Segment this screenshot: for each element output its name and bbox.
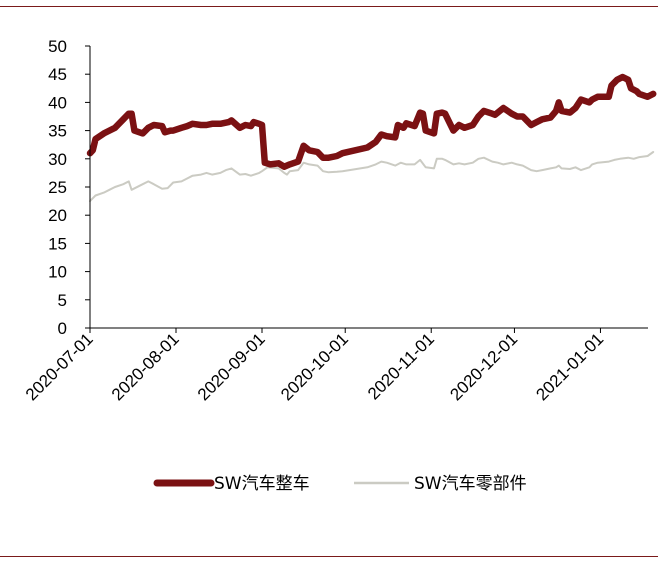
legend: SW汽车整车 SW汽车零部件 (153, 474, 527, 494)
y-axis-ticks: 0 5 10 15 20 25 30 35 40 45 50 (48, 37, 90, 338)
y-tick-label: 20 (48, 206, 67, 225)
y-tick-label: 25 (48, 178, 67, 197)
x-tick-label: 2020-12-01 (446, 329, 521, 404)
x-tick-label: 2021-01-01 (532, 329, 607, 404)
y-tick-label: 45 (48, 65, 67, 84)
y-tick-label: 10 (48, 263, 67, 282)
bottom-rule (0, 556, 658, 557)
legend-label-sw-parts: SW汽车零部件 (414, 474, 527, 494)
x-tick-label: 2020-11-01 (364, 329, 438, 403)
x-tick-label: 2020-08-01 (108, 329, 183, 404)
x-tick-label: 2020-07-01 (22, 329, 97, 404)
y-tick-label: 5 (58, 291, 67, 310)
y-tick-label: 15 (48, 234, 67, 253)
plot-lines (86, 73, 657, 203)
y-tick-label: 30 (48, 150, 67, 169)
legend-label-sw-auto: SW汽车整车 (214, 474, 310, 494)
x-tick-label: 2020-10-01 (277, 329, 352, 404)
x-tick-label: 2020-09-01 (194, 329, 269, 404)
x-axis-ticks: 2020-07-01 2020-08-01 2020-09-01 2020-10-01… (22, 328, 607, 404)
y-tick-label: 40 (48, 93, 67, 112)
top-rule (0, 6, 658, 7)
series-line-sw-parts (89, 151, 655, 203)
y-tick-label: 35 (48, 122, 67, 141)
series-line-sw-auto (86, 73, 657, 170)
y-tick-label: 50 (48, 37, 67, 56)
y-tick-label: 0 (58, 319, 67, 338)
